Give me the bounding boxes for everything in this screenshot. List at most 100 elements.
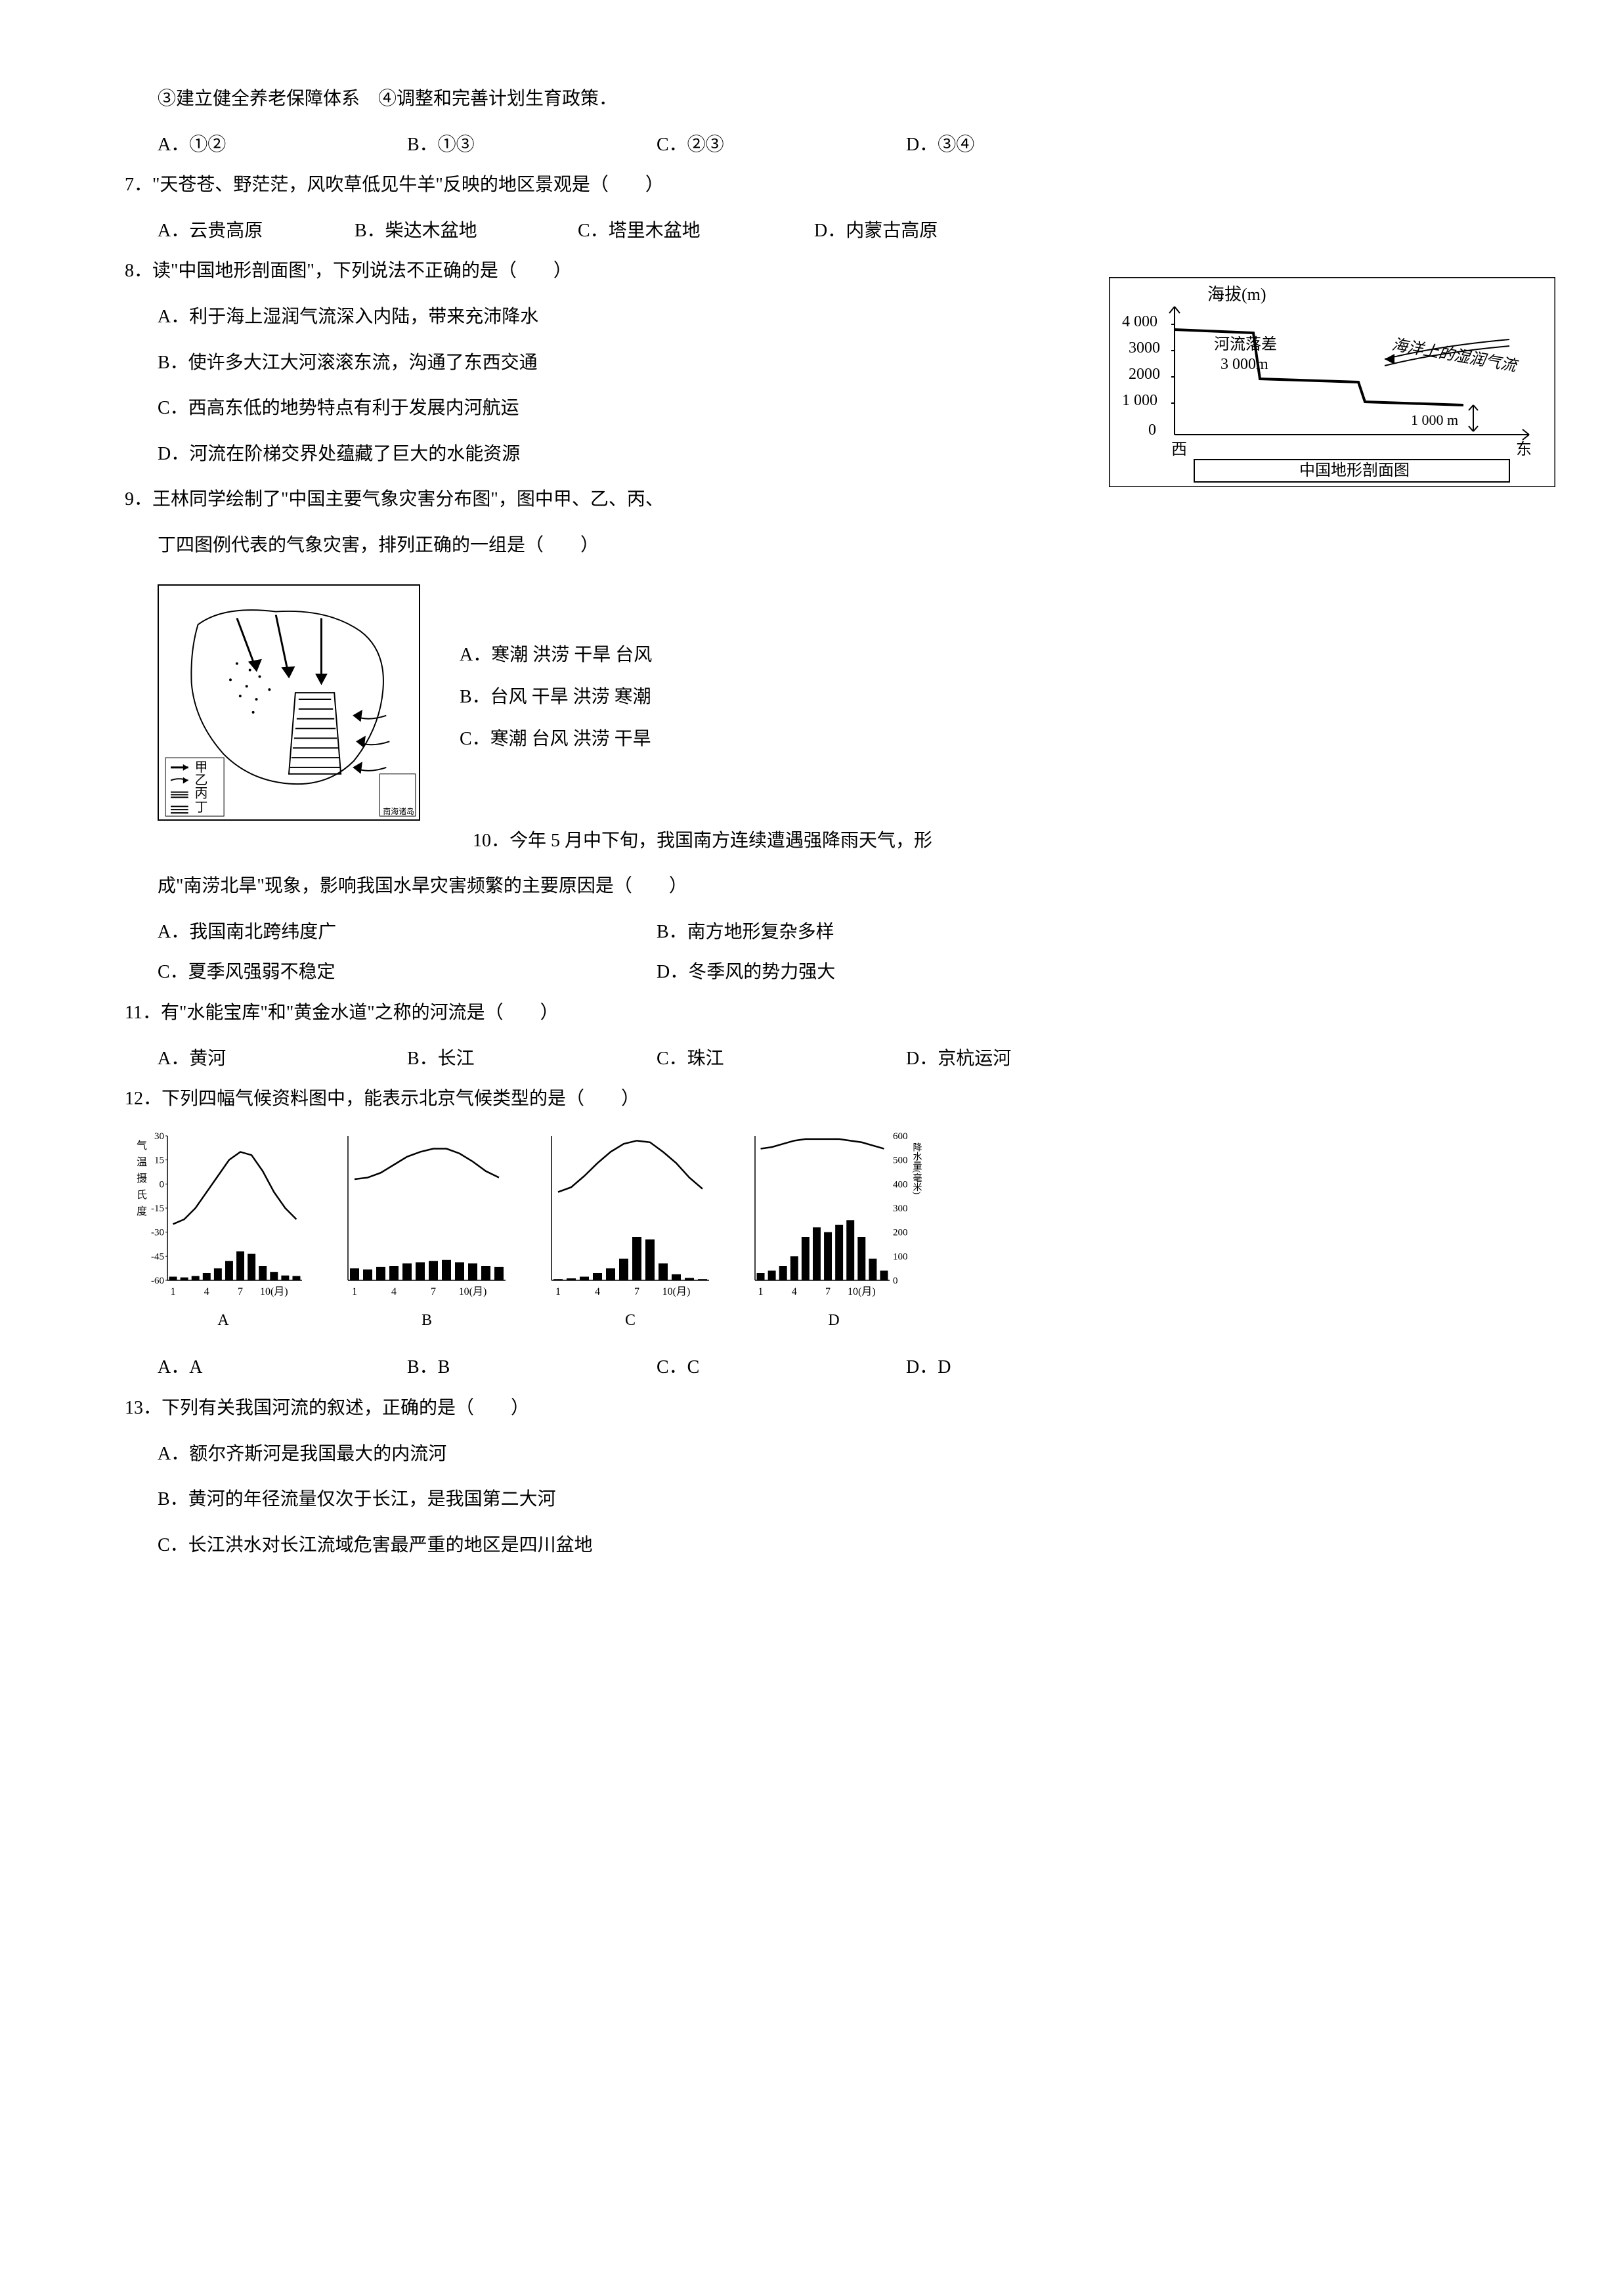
svg-text:1: 1 (171, 1286, 176, 1297)
q8-opt-d: D．河流在阶梯交界处蕴藏了巨大的水能资源 (66, 434, 1109, 475)
svg-text:4: 4 (391, 1286, 397, 1297)
svg-text:10(月): 10(月) (459, 1286, 487, 1297)
svg-text:10(月): 10(月) (848, 1286, 876, 1297)
q7-options: A．云贵高原 B．柴达木盆地 C．塔里木盆地 D．内蒙古高原 (66, 211, 1555, 251)
q7-opt-d: D．内蒙古高原 (814, 211, 938, 251)
svg-text:-60: -60 (151, 1276, 164, 1286)
q6-line: ③建立健全养老保障体系 ④调整和完善计划生育政策． (66, 79, 1555, 119)
svg-text:30: 30 (154, 1131, 164, 1142)
svg-text:温: 温 (137, 1156, 147, 1168)
q7-opt-c: C．塔里木盆地 (578, 211, 814, 251)
q13-stem: 13．下列有关我国河流的叙述，正确的是（ ） (66, 1388, 1555, 1429)
q10-row2: C．夏季风强弱不稳定 D．冬季风的势力强大 (66, 952, 1555, 993)
q6-opt-c: C．②③ (657, 125, 906, 165)
svg-text:西: 西 (1171, 441, 1187, 458)
svg-text:4: 4 (792, 1286, 797, 1297)
svg-text:1: 1 (758, 1286, 764, 1297)
q12-opt-d: D．D (906, 1347, 951, 1388)
svg-text:15: 15 (154, 1155, 164, 1165)
svg-text:3 000m: 3 000m (1221, 356, 1268, 373)
q11-opt-a: A．黄河 (158, 1039, 407, 1079)
q7-opt-a: A．云贵高原 (158, 211, 355, 251)
q6-opt-d: D．③④ (906, 125, 1156, 165)
q12-charts: 气温摄氏度30150-15-30-45-6014710(月)A14710(月)B… (66, 1129, 1555, 1338)
q8-opt-a: A．利于海上湿润气流深入内陆，带来充沛降水 (66, 297, 1109, 337)
svg-text:海拔(m): 海拔(m) (1207, 285, 1266, 304)
q9-opt-a: A．寒潮 洪涝 干旱 台风 (460, 637, 652, 674)
svg-text:1: 1 (352, 1286, 357, 1297)
q6-options: A．①② B．①③ C．②③ D．③④ (66, 125, 1555, 165)
svg-text:4: 4 (204, 1286, 209, 1297)
svg-text:400: 400 (893, 1179, 908, 1190)
svg-text:7: 7 (634, 1286, 639, 1297)
q13-opt-c: C．长江洪水对长江流域危害最严重的地区是四川盆地 (66, 1525, 1555, 1566)
svg-text:度: 度 (137, 1205, 147, 1217)
svg-text:1: 1 (555, 1286, 561, 1297)
svg-text:氏: 氏 (137, 1189, 147, 1201)
q11-options: A．黄河 B．长江 C．珠江 D．京杭运河 (66, 1039, 1555, 1079)
q10-row1: A．我国南北跨纬度广 B．南方地形复杂多样 (66, 912, 1555, 953)
q12-stem: 12．下列四幅气候资料图中，能表示北京气候类型的是（ ） (66, 1079, 1555, 1119)
svg-text:摄: 摄 (137, 1173, 147, 1184)
svg-text:0: 0 (1148, 422, 1156, 439)
q10-opt-c: C．夏季风强弱不稳定 (158, 952, 657, 993)
q9-stem2: 丁四图例代表的气象灾害，排列正确的一组是（ ） (66, 525, 1109, 566)
q8-stem: 8．读"中国地形剖面图"，下列说法不正确的是（ ） (66, 251, 1109, 292)
svg-text:-30: -30 (151, 1227, 164, 1238)
q8-opt-c: C．西高东低的地势特点有利于发展内河航运 (66, 388, 1109, 429)
svg-text:3000: 3000 (1129, 339, 1160, 357)
q10-stem2: 成"南涝北旱"现象，影响我国水旱灾害频繁的主要原因是（ ） (66, 866, 1555, 907)
q13-opt-b: B．黄河的年径流量仅次于长江，是我国第二大河 (66, 1479, 1555, 1520)
svg-text:中国地形剖面图: 中国地形剖面图 (1299, 462, 1410, 479)
disaster-map: 南海诸岛 甲 乙 丙 丁 (158, 584, 420, 821)
svg-text:4 000: 4 000 (1122, 313, 1157, 330)
svg-text:-15: -15 (151, 1203, 164, 1214)
terrain-chart: 海拔(m) 4 000 3000 2000 1 000 0 河流落差 3 000… (1109, 277, 1555, 487)
svg-text:0: 0 (893, 1276, 898, 1286)
svg-text:7: 7 (825, 1286, 831, 1297)
q10-opt-a: A．我国南北跨纬度广 (158, 912, 657, 953)
svg-text:300: 300 (893, 1203, 908, 1214)
svg-text:甲: 甲 (195, 760, 208, 774)
svg-text:南海诸岛: 南海诸岛 (383, 807, 414, 816)
svg-text:7: 7 (238, 1286, 243, 1297)
q9-opt-b: B．台风 干旱 洪涝 寒潮 (460, 679, 652, 716)
svg-text:丁: 丁 (195, 800, 208, 815)
svg-text:降水量(毫米): 降水量(毫米) (912, 1142, 922, 1195)
q12-opt-a: A．A (158, 1347, 407, 1388)
q11-opt-b: B．长江 (407, 1039, 657, 1079)
svg-text:气: 气 (137, 1140, 147, 1152)
svg-text:10(月): 10(月) (662, 1286, 691, 1297)
q11-opt-c: C．珠江 (657, 1039, 906, 1079)
q6-opt-a: A．①② (158, 125, 407, 165)
svg-text:500: 500 (893, 1155, 908, 1165)
q6-opt-b: B．①③ (407, 125, 657, 165)
q13-opt-a: A．额尔齐斯河是我国最大的内流河 (66, 1434, 1555, 1475)
q10-opt-d: D．冬季风的势力强大 (657, 952, 835, 993)
svg-text:-45: -45 (151, 1251, 164, 1262)
svg-text:河流落差: 河流落差 (1214, 336, 1277, 353)
svg-text:100: 100 (893, 1251, 908, 1262)
q11-stem: 11．有"水能宝库"和"黄金水道"之称的河流是（ ） (66, 993, 1555, 1033)
svg-text:7: 7 (431, 1286, 436, 1297)
q12-opt-c: C．C (657, 1347, 906, 1388)
q10-opt-b: B．南方地形复杂多样 (657, 912, 834, 953)
q7-stem: 7．"天苍苍、野茫茫，风吹草低见牛羊"反映的地区景观是（ ） (66, 165, 1555, 206)
q9-stem1: 9．王林同学绘制了"中国主要气象灾害分布图"，图中甲、乙、丙、 (66, 479, 1109, 520)
svg-text:10(月): 10(月) (260, 1286, 288, 1297)
q9-opt-c: C．寒潮 台风 洪涝 干旱 (460, 721, 652, 758)
svg-text:2000: 2000 (1129, 366, 1160, 383)
q10-stem-pre: 10．今年 5 月中下旬，我国南方连续遭遇强降雨天气，形 (66, 821, 1555, 861)
svg-text:1 000 m: 1 000 m (1411, 412, 1458, 428)
svg-text:1 000: 1 000 (1122, 392, 1157, 409)
q8-opt-b: B．使许多大江大河滚滚东流，沟通了东西交通 (66, 343, 1109, 383)
svg-text:0: 0 (160, 1179, 165, 1190)
q12-opt-b: B．B (407, 1347, 657, 1388)
q11-opt-d: D．京杭运河 (906, 1039, 1011, 1079)
svg-text:4: 4 (595, 1286, 600, 1297)
q12-options: A．A B．B C．C D．D (66, 1347, 1555, 1388)
svg-text:丙: 丙 (195, 786, 208, 800)
svg-text:东: 东 (1516, 441, 1532, 458)
q7-opt-b: B．柴达木盆地 (355, 211, 578, 251)
svg-text:乙: 乙 (195, 773, 208, 787)
